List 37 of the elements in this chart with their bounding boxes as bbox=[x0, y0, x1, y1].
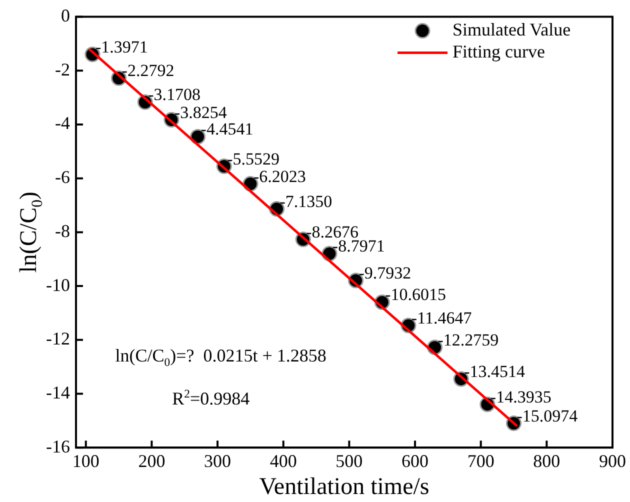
data-label: -4.4541 bbox=[200, 120, 254, 139]
y-axis-title: ln(C/C0) bbox=[16, 192, 46, 273]
y-tick-label: -6 bbox=[54, 167, 70, 188]
x-tick-label: 100 bbox=[72, 451, 100, 472]
data-label: -10.6015 bbox=[385, 285, 446, 304]
data-label: -2.2792 bbox=[122, 61, 174, 80]
y-tick-label: -4 bbox=[54, 113, 70, 134]
y-tick-label: -2 bbox=[54, 59, 70, 80]
data-label: -12.2759 bbox=[438, 330, 499, 350]
y-tick-label: -10 bbox=[46, 274, 70, 295]
y-tick-label: -12 bbox=[46, 328, 70, 349]
x-tick-label: 800 bbox=[533, 451, 560, 472]
data-label: -5.5529 bbox=[227, 149, 280, 168]
data-label: -3.1708 bbox=[148, 85, 201, 104]
x-tick-label: 400 bbox=[270, 451, 297, 472]
legend-label: Simulated Value bbox=[452, 20, 571, 40]
x-tick-label: 600 bbox=[402, 451, 429, 472]
data-label: -9.7932 bbox=[358, 263, 412, 282]
x-axis-title: Ventilation time/s bbox=[259, 474, 430, 500]
data-label: -1.3971 bbox=[95, 37, 148, 56]
data-label: -14.3935 bbox=[490, 387, 552, 406]
data-label: -6.2023 bbox=[253, 166, 306, 186]
x-tick-label: 200 bbox=[138, 451, 166, 472]
y-tick-label: -14 bbox=[46, 382, 70, 402]
y-tick-label: -16 bbox=[46, 436, 70, 456]
legend-label: Fitting curve bbox=[452, 42, 545, 62]
x-tick-label: 500 bbox=[336, 451, 363, 472]
x-tick-label: 900 bbox=[599, 451, 626, 472]
data-label: -13.4514 bbox=[464, 362, 526, 381]
y-tick-label: 0 bbox=[60, 6, 70, 26]
data-label: -7.1350 bbox=[280, 192, 332, 211]
x-tick-label: 700 bbox=[467, 451, 494, 472]
y-tick-label: -8 bbox=[54, 220, 70, 241]
x-tick-label: 300 bbox=[204, 451, 232, 472]
data-label: -11.4647 bbox=[411, 308, 472, 328]
data-label: -3.8254 bbox=[174, 102, 228, 122]
data-label: -15.0974 bbox=[516, 406, 578, 426]
